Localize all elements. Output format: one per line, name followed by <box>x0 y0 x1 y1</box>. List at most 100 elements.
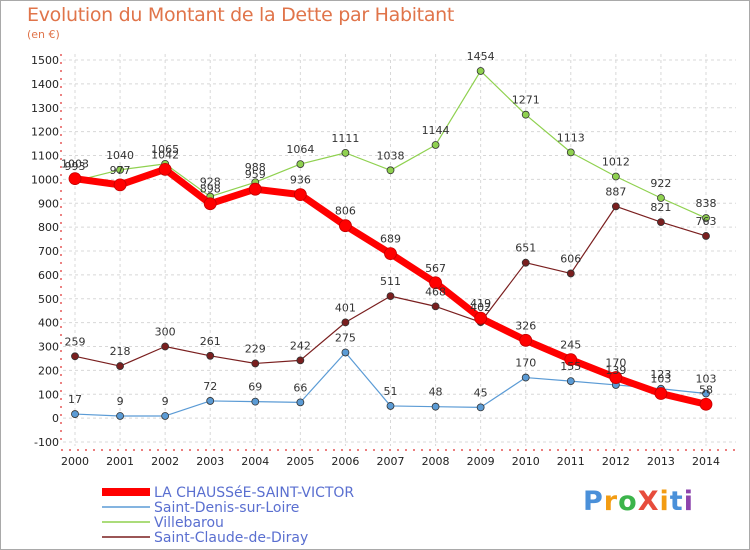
y-tick-label: 300 <box>38 341 59 354</box>
data-label: 17 <box>68 393 82 406</box>
data-point <box>116 412 124 420</box>
data-label: 821 <box>650 201 671 214</box>
data-label: 1271 <box>512 94 540 107</box>
data-labels-layer: 259 218 300 261 229 242 401 511 468 402 651 606 887 8… <box>61 50 717 408</box>
data-label: 9 <box>117 395 124 408</box>
data-label: 48 <box>429 386 443 399</box>
data-point <box>296 160 305 168</box>
data-point <box>161 412 170 420</box>
data-point <box>431 402 440 411</box>
data-label: 1144 <box>422 124 450 137</box>
x-tick-label: 2011 <box>557 455 585 468</box>
data-label: 922 <box>650 177 671 190</box>
y-tick-label: 1400 <box>31 78 59 91</box>
data-label: 229 <box>245 342 266 355</box>
data-point <box>521 258 530 267</box>
data-label: 651 <box>515 242 536 255</box>
data-point <box>611 202 620 211</box>
x-tick-label: 2006 <box>331 455 359 468</box>
x-tick-label: 2004 <box>241 455 269 468</box>
data-label: 69 <box>248 381 262 394</box>
data-label: 806 <box>335 205 356 218</box>
data-label: 689 <box>380 233 401 246</box>
data-point <box>251 397 260 406</box>
x-tick-label: 2007 <box>377 455 405 468</box>
data-label: 1042 <box>151 148 179 161</box>
data-label: 139 <box>605 364 626 377</box>
y-tick-label: 1200 <box>31 126 59 139</box>
chart-subtitle: (en €) <box>27 28 60 41</box>
data-label: 936 <box>290 174 311 187</box>
data-label: 242 <box>290 339 311 352</box>
data-label: 103 <box>696 373 717 386</box>
data-label: 763 <box>696 215 717 228</box>
x-tick-label: 2014 <box>692 455 720 468</box>
data-point <box>699 397 713 411</box>
axes: -100 0 100 200 300 400 500 600 700 800 900 1000 1100… <box>31 54 736 468</box>
legend-label: Villebarou <box>154 515 224 531</box>
data-point <box>566 148 575 157</box>
data-point <box>476 67 485 75</box>
data-label: 988 <box>245 161 266 174</box>
x-tick-label: 2012 <box>602 455 630 468</box>
data-label: 170 <box>605 357 626 370</box>
data-point <box>206 397 215 405</box>
data-point <box>386 292 395 301</box>
data-label: 1003 <box>61 158 89 171</box>
x-tick-label: 2013 <box>647 455 675 468</box>
legend-label: Saint-Claude-de-Diray <box>154 530 308 546</box>
legend: LA CHAUSSéE-SAINT-VICTORSaint-Denis-sur-… <box>102 485 354 546</box>
data-point <box>158 162 172 176</box>
data-point <box>657 194 665 202</box>
data-label: 9 <box>162 395 169 408</box>
series-layer <box>68 67 713 420</box>
logo-letter: X <box>637 486 660 517</box>
data-label: 259 <box>65 335 86 348</box>
data-point <box>429 276 442 290</box>
data-point <box>293 188 307 202</box>
data-point <box>519 333 533 347</box>
data-point <box>476 403 485 412</box>
data-point <box>161 342 170 351</box>
data-label: 1065 <box>151 143 179 156</box>
data-label: 567 <box>425 262 446 275</box>
data-point <box>474 311 488 325</box>
data-point <box>431 302 440 311</box>
x-tick-label: 2010 <box>512 455 540 468</box>
data-label: 838 <box>696 197 717 210</box>
data-label: 123 <box>650 368 671 381</box>
data-label: 300 <box>155 326 176 339</box>
y-tick-label: 1300 <box>31 102 59 115</box>
x-tick-label: 2001 <box>106 455 134 468</box>
data-point <box>341 318 350 327</box>
data-point <box>566 269 575 278</box>
proxiti-logo: ProXiti <box>583 486 694 517</box>
legend-label: LA CHAUSSéE-SAINT-VICTOR <box>154 485 354 501</box>
data-label: 1113 <box>557 131 585 144</box>
data-label: 72 <box>203 380 217 393</box>
y-tick-label: 1100 <box>31 150 59 163</box>
data-point <box>296 356 305 365</box>
data-label: 1040 <box>106 149 134 162</box>
data-label: 51 <box>384 385 398 398</box>
data-point <box>386 166 395 175</box>
chart-title: Evolution du Montant de la Dette par Hab… <box>27 4 455 26</box>
y-tick-label: 200 <box>38 364 59 377</box>
y-tick-label: 700 <box>38 245 59 258</box>
data-label: 402 <box>470 301 491 314</box>
data-label: 218 <box>110 345 131 358</box>
data-label: 103 <box>650 373 671 386</box>
data-point <box>203 197 217 211</box>
data-label: 326 <box>515 319 536 332</box>
data-point <box>296 398 305 407</box>
x-tick-label: 2003 <box>196 455 224 468</box>
data-point <box>68 172 82 186</box>
data-point <box>206 351 215 360</box>
data-point <box>113 178 127 192</box>
x-tick-label: 2008 <box>422 455 450 468</box>
data-label: 419 <box>470 297 491 310</box>
data-label: 1111 <box>331 132 359 145</box>
data-point <box>564 353 578 367</box>
data-label: 898 <box>200 183 221 196</box>
